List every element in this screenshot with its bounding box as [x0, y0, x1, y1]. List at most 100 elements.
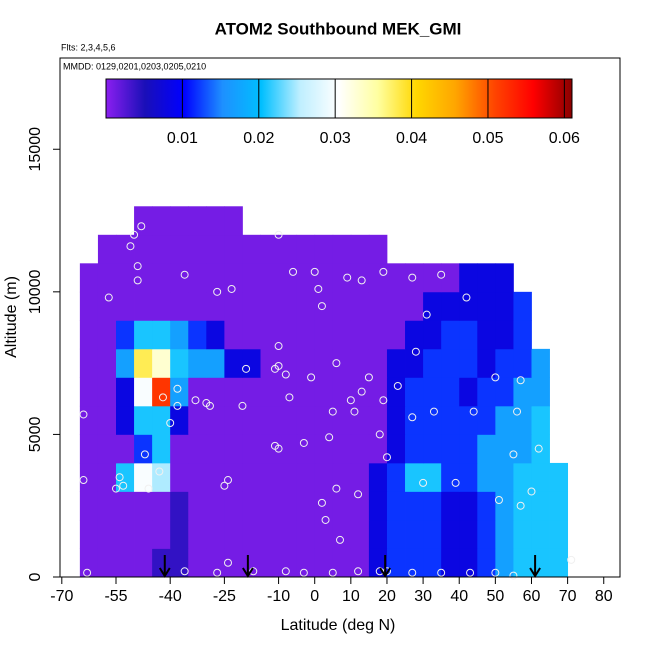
heat-cell — [386, 491, 406, 521]
heat-cell — [314, 548, 334, 578]
heat-cell — [368, 377, 388, 407]
observation-point — [133, 276, 142, 285]
observation-point — [242, 364, 251, 373]
heat-cell — [405, 519, 424, 549]
observation-point — [527, 487, 536, 496]
heat-cell — [549, 491, 569, 521]
heat-cell — [97, 405, 117, 435]
observation-point — [466, 568, 475, 577]
heat-cell — [188, 462, 207, 492]
heat-cell — [368, 519, 388, 549]
heat-cell — [513, 291, 532, 321]
heat-cell — [441, 405, 460, 435]
heat-cell — [79, 519, 99, 549]
heat-cell — [170, 206, 189, 236]
heat-cell — [79, 462, 99, 492]
heat-cell — [423, 519, 442, 549]
heat-cell — [477, 519, 496, 549]
heat-cell — [116, 320, 135, 350]
chart-title: ATOM2 Southbound MEK_GMI — [215, 19, 462, 38]
heat-cell — [386, 348, 406, 378]
observation-point — [422, 310, 431, 319]
observation-point — [354, 567, 363, 576]
colorbar — [105, 78, 573, 119]
heat-cell — [441, 291, 460, 321]
x-axis-label: Latitude (deg N) — [281, 617, 396, 634]
observation-point — [328, 568, 337, 577]
heat-cell — [170, 320, 189, 350]
heat-cell — [350, 320, 370, 350]
heat-cell — [224, 206, 243, 236]
heat-cell — [350, 462, 370, 492]
heat-cell — [513, 348, 532, 378]
heat-cell — [423, 548, 442, 578]
observation-point — [224, 476, 232, 485]
heat-cell — [97, 462, 117, 492]
observation-point — [79, 476, 88, 485]
heat-cell — [513, 377, 532, 407]
heat-cell — [188, 491, 207, 521]
heat-cell — [97, 519, 117, 549]
heat-cell — [513, 548, 532, 578]
heat-cell — [224, 548, 243, 578]
heat-cell — [405, 291, 424, 321]
heat-cell — [170, 491, 189, 521]
heat-cell — [206, 405, 225, 435]
observation-point — [317, 498, 326, 507]
heat-cell — [405, 320, 424, 350]
observation-point — [180, 567, 189, 576]
heat-cell — [134, 206, 153, 236]
observation-point — [180, 270, 189, 279]
heat-cell — [134, 405, 153, 435]
observation-point — [173, 401, 182, 410]
x-tick-label: 50 — [486, 588, 504, 605]
heat-cell — [441, 348, 460, 378]
heat-cell — [350, 548, 370, 578]
heat-cell — [152, 348, 171, 378]
y-axis-label: Altitude (m) — [3, 276, 20, 358]
heat-cell — [386, 405, 406, 435]
observation-point — [158, 393, 167, 402]
heat-cell — [188, 548, 207, 578]
heat-cell — [495, 519, 514, 549]
heat-cell — [224, 348, 243, 378]
observation-point — [115, 473, 124, 482]
observation-point — [144, 484, 153, 493]
heat-cell — [386, 291, 406, 321]
heat-cell — [368, 234, 388, 264]
heat-cell — [441, 377, 460, 407]
heat-cell — [188, 405, 207, 435]
heat-cell — [332, 519, 352, 549]
heat-cell — [296, 320, 316, 350]
heat-cell — [477, 263, 496, 293]
arrow — [242, 555, 254, 578]
heat-cell — [350, 234, 370, 264]
heat-cell — [386, 519, 406, 549]
heat-cell — [459, 434, 478, 464]
heat-cell — [134, 548, 153, 578]
arrow-head — [158, 567, 171, 578]
observation-point — [336, 535, 344, 544]
observation-point — [224, 558, 232, 567]
observation-point — [274, 230, 283, 239]
heat-cell — [296, 491, 316, 521]
heat-cell — [441, 491, 460, 521]
heat-cell — [188, 291, 207, 321]
heat-cell — [206, 548, 225, 578]
heat-cell — [477, 434, 496, 464]
heat-cell — [188, 263, 207, 293]
observation-point — [140, 450, 149, 459]
observation-point — [332, 359, 341, 368]
heat-cell — [549, 462, 569, 492]
heat-cell — [170, 519, 189, 549]
heat-cell — [278, 519, 298, 549]
heat-cell — [495, 462, 514, 492]
heat-cell — [441, 519, 460, 549]
heat-cell — [314, 462, 334, 492]
heat-cell — [459, 263, 478, 293]
heat-cell — [386, 548, 406, 578]
heat-cell — [368, 434, 388, 464]
heat-cell — [242, 519, 261, 549]
heat-cell — [260, 348, 279, 378]
heat-cell — [97, 491, 117, 521]
